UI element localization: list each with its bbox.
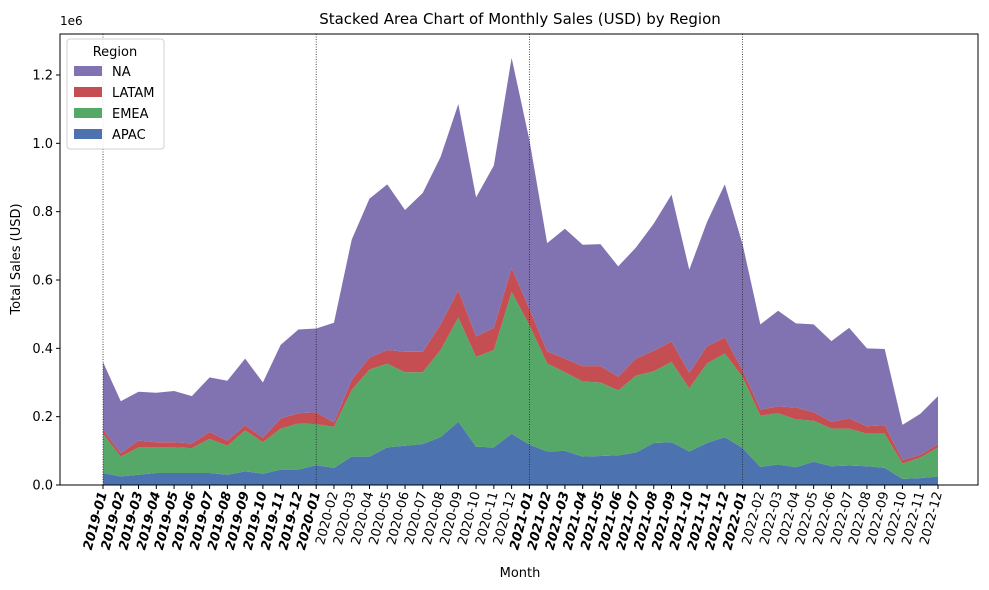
y-tick-label: 1.0	[32, 137, 53, 152]
legend-label-emea: EMEA	[112, 107, 149, 122]
axes-frame	[59, 33, 979, 486]
plot-area	[103, 57, 938, 485]
legend-label-na: NA	[112, 65, 131, 80]
legend-swatch-apac	[74, 129, 102, 139]
x-axis-ticks: 2019-012019-022019-032019-042019-052019-…	[81, 485, 946, 552]
area-na	[103, 57, 938, 461]
y-axis-label: Total Sales (USD)	[9, 203, 24, 315]
axes	[59, 33, 979, 486]
y-tick-label: 0.6	[32, 274, 53, 289]
area-latam	[103, 268, 938, 464]
legend-label-apac: APAC	[112, 128, 146, 143]
chart-title: Stacked Area Chart of Monthly Sales (USD…	[319, 10, 721, 28]
y-multiplier-label: 1e6	[60, 14, 83, 28]
y-axis-ticks: 0.0 0.2 0.4 0.6 0.8 1.0 1.2	[32, 69, 60, 494]
y-tick-label: 0.2	[32, 410, 53, 425]
area-apac	[103, 421, 938, 485]
y-tick-label: 0.4	[32, 342, 53, 357]
y-tick-label: 0.8	[32, 205, 53, 220]
x-axis-label: Month	[500, 566, 541, 581]
legend-title: Region	[93, 45, 138, 60]
area-emea	[103, 291, 938, 479]
y-tick-label: 0.0	[32, 479, 53, 494]
legend: Region NA LATAM EMEA APAC	[66, 38, 165, 150]
y-tick-label: 1.2	[32, 69, 53, 84]
legend-swatch-na	[74, 66, 102, 76]
legend-swatch-latam	[74, 87, 102, 97]
legend-swatch-emea	[74, 108, 102, 118]
legend-label-latam: LATAM	[112, 86, 154, 101]
